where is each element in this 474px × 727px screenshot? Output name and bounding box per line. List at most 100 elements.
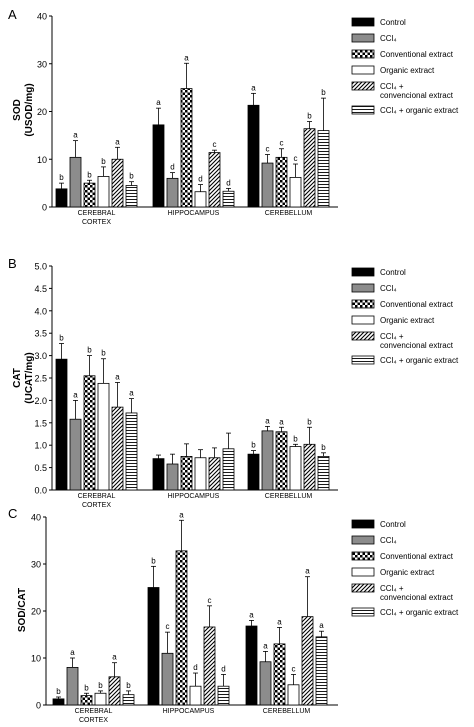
y-axis-title: SOD(USOD/mg) <box>12 83 35 136</box>
y-axis-label: CAT <box>12 368 23 388</box>
bar-control <box>245 625 258 706</box>
category-label: CEREBELLUM <box>265 210 313 217</box>
significance-letter: c <box>208 596 212 605</box>
bar-organic-extract <box>94 692 107 706</box>
legend-label: Conventional extract <box>380 552 454 561</box>
category-label: HIPPOCAMPUS <box>168 493 220 500</box>
significance-letter: d <box>193 663 197 672</box>
legend-swatch-control <box>351 519 375 529</box>
bar-control <box>55 358 68 491</box>
legend-swatch-ccl4-organic-extract <box>351 355 375 365</box>
panel-label: A <box>8 7 17 22</box>
significance-letter: a <box>179 510 184 519</box>
legend-swatch-control <box>351 267 375 277</box>
significance-letter: a <box>73 131 78 140</box>
legend-label: Control <box>380 520 406 529</box>
bar-ccl4-convencional-extract <box>108 676 121 706</box>
significance-letter: d <box>198 175 202 184</box>
bar-ccl4-organic-extract <box>317 455 330 491</box>
y-tick-label: 40 <box>31 513 41 523</box>
bar-organic-extract <box>287 684 300 706</box>
significance-letter: b <box>84 683 89 692</box>
bar-ccl4 <box>166 463 179 491</box>
legend-swatch-ccl4-organic-extract <box>351 105 375 115</box>
legend-swatch-conventional-extract <box>351 49 375 59</box>
significance-letter: a <box>265 416 270 425</box>
significance-letter: b <box>59 334 64 343</box>
bar-organic-extract <box>289 446 302 491</box>
significance-letter: a <box>115 137 120 146</box>
significance-letter: d <box>170 163 174 172</box>
significance-letter: b <box>87 170 92 179</box>
category-label: CEREBRAL <box>78 493 116 500</box>
y-tick-label: 5.0 <box>34 262 47 272</box>
legend-label-cont: convencional extract <box>380 341 454 350</box>
legend-label: CCl₄ <box>380 34 397 43</box>
legend-label-cont: convencional extract <box>380 593 454 602</box>
bar-ccl4-convencional-extract <box>111 158 124 208</box>
bar-ccl4-organic-extract <box>122 694 135 706</box>
bar-ccl4-organic-extract <box>222 448 235 491</box>
legend-label: CCl₄ + <box>380 584 404 593</box>
panel-cat: B CAT(UCAT/mg) 0.0 0.5 1.0 1.5 2.0 2.5 3.0 3.5 4.0… <box>8 256 459 509</box>
panel-label: C <box>8 506 17 521</box>
bar-ccl4 <box>261 430 274 491</box>
bar-control <box>247 104 260 208</box>
significance-letter: c <box>266 144 270 153</box>
y-tick-label: 40 <box>37 12 47 22</box>
bar-ccl4-convencional-extract <box>303 128 316 208</box>
legend-label: Control <box>380 268 406 277</box>
legend-label: CCl₄ + <box>380 332 404 341</box>
legend-label: Control <box>380 18 406 27</box>
significance-letter: c <box>292 664 296 673</box>
bar-organic-extract <box>97 176 110 208</box>
bar-control <box>152 458 165 491</box>
y-tick-label: 3.5 <box>34 329 47 339</box>
significance-letter: b <box>129 172 134 181</box>
bar-ccl4-convencional-extract <box>208 152 221 208</box>
panel-sod: ASOD(USOD/mg)010203040babbabCEREBRALCORT… <box>8 7 459 226</box>
significance-letter: a <box>305 567 310 576</box>
y-tick-label: 30 <box>37 59 47 69</box>
y-axis-label: SOD/CAT <box>17 588 28 632</box>
bar-ccl4 <box>69 418 82 491</box>
significance-letter: a <box>112 653 117 662</box>
y-tick-label: 2.5 <box>34 374 47 384</box>
y-tick-label: 3.0 <box>34 351 47 361</box>
bar-ccl4-organic-extract <box>317 130 330 208</box>
category-label: HIPPOCAMPUS <box>163 708 215 715</box>
y-tick-label: 30 <box>31 560 41 570</box>
significance-letter: a <box>319 621 324 630</box>
category-label: CORTEX <box>82 219 111 226</box>
y-tick-label: 10 <box>37 155 47 165</box>
significance-letter: a <box>249 610 254 619</box>
bar-control <box>52 698 65 706</box>
y-tick-label: 0.5 <box>34 463 47 473</box>
category-label: CORTEX <box>82 502 111 509</box>
legend-label: Organic extract <box>380 568 435 577</box>
y-axis-unit: (UCAT/mg) <box>24 352 35 403</box>
significance-letter: c <box>294 154 298 163</box>
panel-label: B <box>8 256 17 271</box>
significance-letter: a <box>115 372 120 381</box>
legend-swatch-control <box>351 17 375 27</box>
y-axis-label: SOD <box>12 99 23 121</box>
bar-ccl4 <box>69 156 82 208</box>
significance-letter: d <box>226 178 230 187</box>
significance-letter: c <box>213 140 217 149</box>
significance-letter: a <box>263 641 268 650</box>
category-label: CEREBRAL <box>78 210 116 217</box>
bar-conventional-extract <box>180 455 193 491</box>
bar-ccl4 <box>166 177 179 208</box>
y-tick-label: 10 <box>31 654 41 664</box>
legend-swatch-organic-extract <box>351 65 375 75</box>
bar-organic-extract <box>97 382 110 491</box>
y-tick-label: 0.0 <box>34 486 47 496</box>
bar-conventional-extract <box>275 156 288 208</box>
significance-letter: a <box>156 98 161 107</box>
significance-letter: b <box>151 556 156 565</box>
legend-swatch-ccl4-convencional-extract <box>351 331 375 341</box>
legend-label-cont: convencional extract <box>380 91 454 100</box>
significance-letter: b <box>87 346 92 355</box>
